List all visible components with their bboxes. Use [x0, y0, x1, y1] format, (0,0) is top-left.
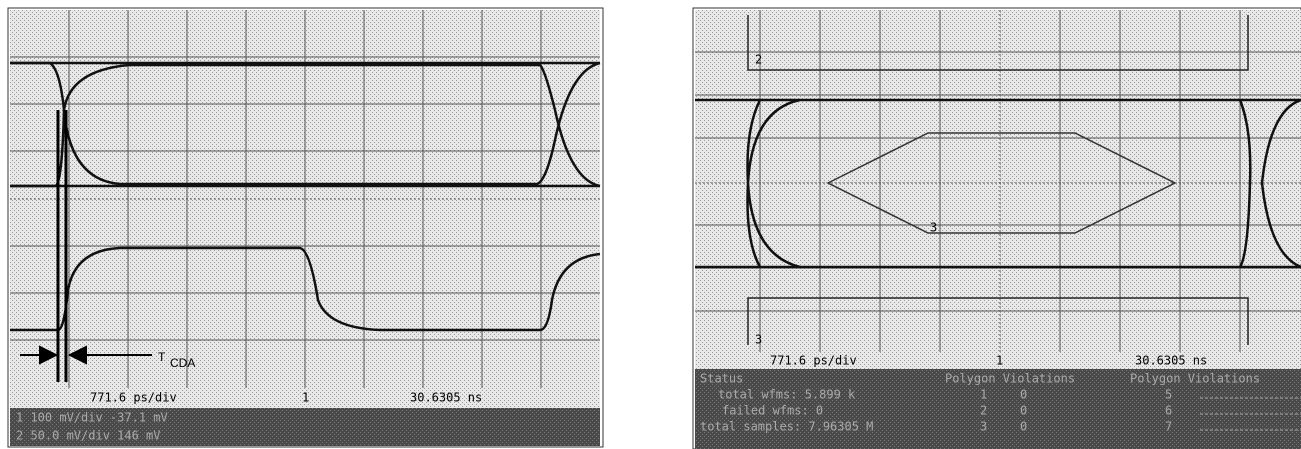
timebase: 771.6 ps/div: [90, 391, 177, 405]
poly-id: 6: [1165, 404, 1172, 418]
poly-count: 0: [1020, 404, 1027, 418]
channel-info: 1 100 mV/div -37.1 mV: [16, 411, 168, 425]
stat: total wfms: 5.899 k: [718, 388, 856, 402]
stat: failed wfms: 0: [722, 404, 823, 418]
time-position: 30.6305 ns: [1135, 354, 1207, 368]
left-scope: T CDA 771.6 ps/div 1 30.6305 ns 1 100 mV…: [8, 8, 603, 447]
stat: total samples: 7.96305 M: [700, 420, 873, 434]
poly-id: 2: [980, 404, 987, 418]
timebase: 771.6 ps/div: [770, 354, 857, 368]
annotation-symbol: T: [158, 350, 166, 364]
annotation-subscript: CDA: [170, 356, 195, 370]
trigger-marker: 1: [996, 354, 1003, 368]
screen: T CDA 771.6 ps/div 1 30.6305 ns 1 100 mV…: [0, 0, 1301, 449]
poly-id: 3: [980, 420, 987, 434]
trigger-marker: 1: [302, 391, 309, 405]
status-header: Polygon Violations: [1130, 372, 1260, 386]
right-grid-bg: [695, 10, 1301, 352]
poly-id: 1: [980, 388, 987, 402]
marker: 2: [755, 53, 762, 67]
status-header: Polygon Violations: [945, 372, 1075, 386]
marker: 3: [930, 221, 937, 235]
time-position: 30.6305 ns: [410, 391, 482, 405]
right-scope: 2 3 3 771.6 ps/div 1 30.6305 ns Status P…: [693, 8, 1301, 449]
poly-count: 0: [1020, 420, 1027, 434]
poly-count: 0: [1020, 388, 1027, 402]
marker: 3: [755, 333, 762, 347]
poly-id: 7: [1165, 420, 1172, 434]
channel-info: 2 50.0 mV/div 146 mV: [16, 429, 161, 443]
poly-id: 5: [1165, 388, 1172, 402]
status-title: Status: [700, 372, 743, 386]
